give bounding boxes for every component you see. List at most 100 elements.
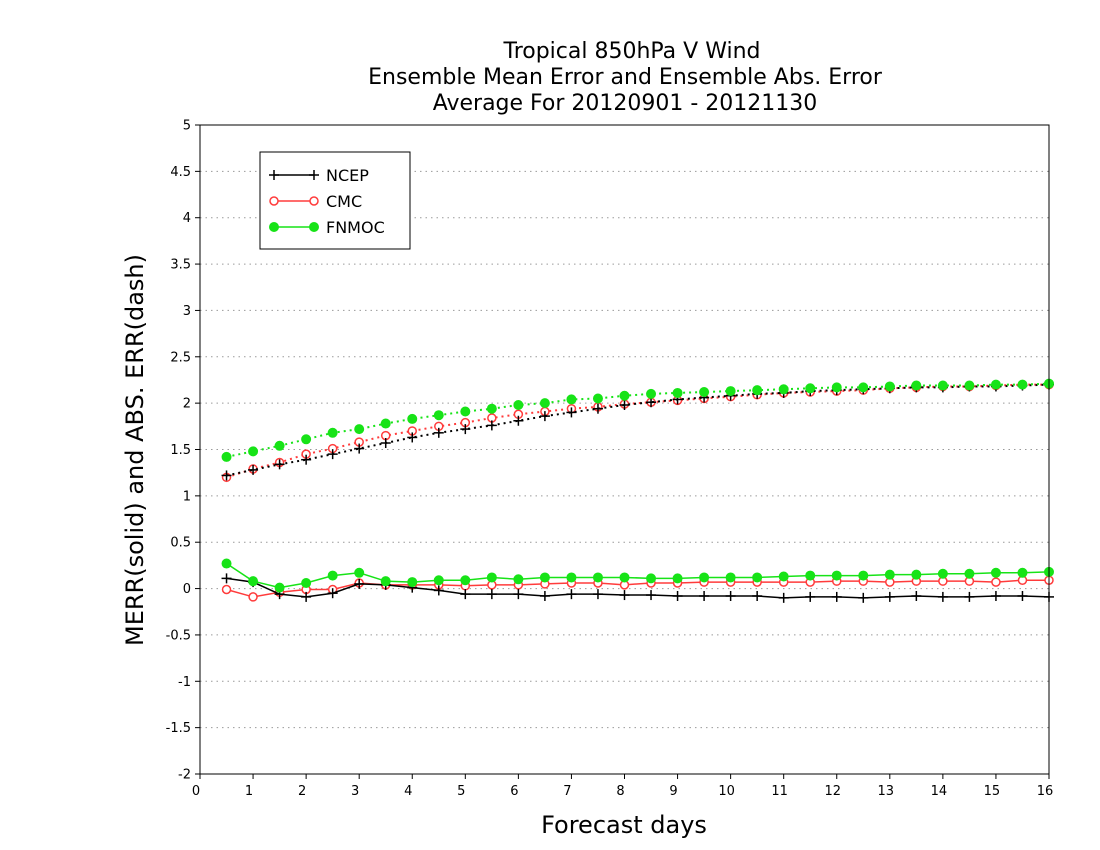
x-tick-label: 15 xyxy=(984,784,1001,799)
ncep-merr-point xyxy=(1017,590,1028,601)
ncep-merr-point xyxy=(858,592,869,603)
y-tick-label: -0.5 xyxy=(166,628,191,643)
ncep-abs-err-point xyxy=(274,459,285,470)
fnmoc-abs-err-point xyxy=(937,380,948,391)
x-tick-label: 3 xyxy=(351,784,359,799)
fnmoc-abs-err-point xyxy=(752,385,763,396)
x-tick-label: 16 xyxy=(1037,784,1054,799)
fnmoc-abs-err-point xyxy=(327,427,338,438)
fnmoc-merr-point xyxy=(221,558,232,569)
legend-ncep-label: NCEP xyxy=(326,166,369,185)
fnmoc-abs-err-point xyxy=(460,406,471,417)
ncep-merr-point xyxy=(566,589,577,600)
x-tick-label: 12 xyxy=(824,784,841,799)
cmc-merr-point xyxy=(221,584,232,595)
x-tick-label: 9 xyxy=(669,784,677,799)
y-tick-label: 0.5 xyxy=(170,536,191,551)
x-tick-label: 7 xyxy=(563,784,571,799)
fnmoc-merr-point xyxy=(354,567,365,578)
ncep-merr-point xyxy=(486,589,497,600)
legend-ncep-marker-right xyxy=(309,170,319,180)
fnmoc-merr-point xyxy=(248,576,259,587)
ncep-merr-point xyxy=(539,590,550,601)
x-tick-label: 5 xyxy=(457,784,465,799)
ncep-merr-point xyxy=(990,590,1001,601)
y-tick-label: 1.5 xyxy=(170,443,191,458)
fnmoc-abs-err-point xyxy=(858,382,869,393)
y-tick-label: -1.5 xyxy=(166,721,191,736)
y-tick-label: 1 xyxy=(183,489,191,504)
chart-title-line-3: Average For 20120901 - 20121130 xyxy=(433,91,818,116)
ncep-abs-err-point xyxy=(407,432,418,443)
fnmoc-abs-err-point xyxy=(990,379,1001,390)
legend-fnmoc-label: FNMOC xyxy=(326,218,385,237)
ncep-merr-point xyxy=(911,590,922,601)
x-tick-label: 6 xyxy=(510,784,518,799)
ncep-merr-point xyxy=(831,591,842,602)
fnmoc-abs-err-point xyxy=(778,384,789,395)
fnmoc-merr-point xyxy=(327,570,338,581)
ncep-merr-point xyxy=(937,591,948,602)
y-tick-label: 4.5 xyxy=(170,165,191,180)
x-tick-label: 1 xyxy=(245,784,253,799)
fnmoc-merr-point xyxy=(805,570,816,581)
ncep-abs-err-point xyxy=(460,424,471,435)
fnmoc-abs-err-point xyxy=(566,394,577,405)
ncep-abs-err-point xyxy=(539,411,550,422)
fnmoc-merr-point xyxy=(274,582,285,593)
ncep-abs-err-point xyxy=(433,427,444,438)
legend-ncep-marker-left xyxy=(269,170,279,180)
legend-cmc-label: CMC xyxy=(326,192,362,211)
fnmoc-merr-point xyxy=(1017,567,1028,578)
ncep-merr-point xyxy=(964,591,975,602)
fnmoc-abs-err-point xyxy=(699,387,710,398)
fnmoc-merr-point xyxy=(752,572,763,583)
x-tick-label: 8 xyxy=(616,784,624,799)
y-tick-label: 0 xyxy=(183,582,191,597)
legend-cmc-marker-left xyxy=(269,196,279,206)
series-layer xyxy=(221,378,1054,603)
cmc-merr-point xyxy=(248,592,258,602)
ncep-merr-point xyxy=(327,588,338,599)
ncep-abs-err-point xyxy=(619,399,630,410)
legend: NCEP CMC FNMOC xyxy=(259,151,411,250)
ncep-merr-point xyxy=(513,589,524,600)
fnmoc-merr-point xyxy=(725,572,736,583)
fnmoc-merr-point xyxy=(858,570,869,581)
legend-fnmoc-marker-right xyxy=(309,222,319,232)
ncep-abs-err-point xyxy=(486,420,497,431)
ncep-abs-err-point xyxy=(301,454,312,465)
fnmoc-abs-err-point xyxy=(619,390,630,401)
axis-ticks: -2-1.5-1-0.500.511.522.533.544.550 1 2 3 4 5 6… xyxy=(166,119,1054,800)
y-tick-label: -2 xyxy=(178,768,191,783)
ncep-merr-point xyxy=(301,591,312,602)
fnmoc-merr-point xyxy=(380,576,391,587)
fnmoc-abs-err-point xyxy=(513,399,524,410)
fnmoc-abs-err-point xyxy=(539,398,550,409)
fnmoc-abs-err-point xyxy=(592,393,603,404)
fnmoc-merr-point xyxy=(539,572,550,583)
ncep-abs-err-point xyxy=(592,403,603,414)
ncep-merr-point xyxy=(221,573,232,584)
y-axis-title: MERR(solid) and ABS. ERR(dash) xyxy=(121,254,149,646)
ncep-merr-point xyxy=(354,578,365,589)
ncep-merr-point xyxy=(646,590,657,601)
chart-title-line-2: Ensemble Mean Error and Ensemble Abs. Er… xyxy=(368,65,883,90)
ncep-merr-point xyxy=(699,590,710,601)
fnmoc-abs-err-point xyxy=(354,424,365,435)
ncep-abs-err-point xyxy=(646,397,657,408)
fnmoc-abs-err-point xyxy=(301,434,312,445)
fnmoc-merr-point xyxy=(831,570,842,581)
ncep-merr-point xyxy=(592,589,603,600)
ncep-merr-point xyxy=(778,592,789,603)
ncep-merr-point xyxy=(433,585,444,596)
fnmoc-merr-point xyxy=(990,567,1001,578)
fnmoc-merr-point xyxy=(911,569,922,580)
x-tick-label: 2 xyxy=(298,784,306,799)
ncep-merr-point xyxy=(725,590,736,601)
x-tick-label: 10 xyxy=(718,784,735,799)
x-tick-label: 13 xyxy=(878,784,895,799)
fnmoc-abs-err-point xyxy=(646,388,657,399)
fnmoc-merr-point xyxy=(672,573,683,584)
